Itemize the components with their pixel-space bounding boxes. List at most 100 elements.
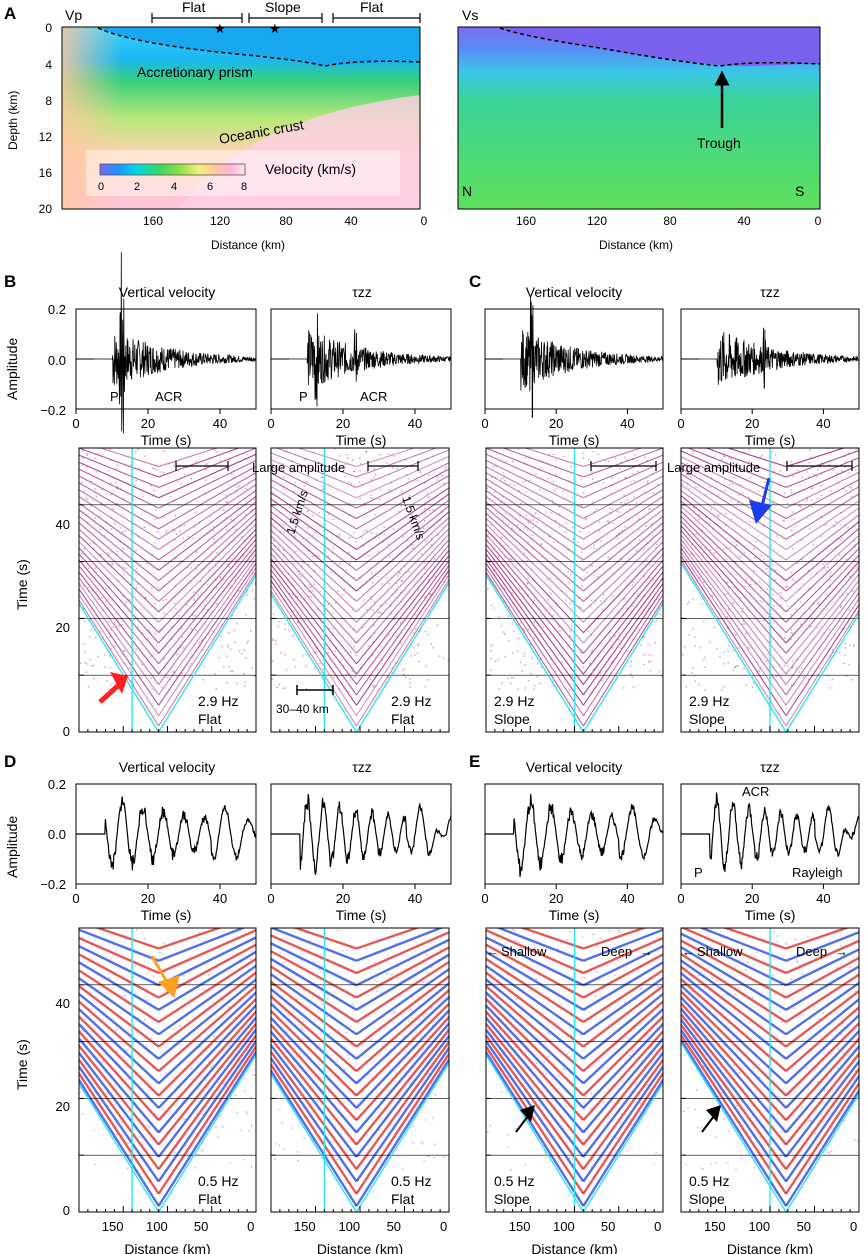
noise-dot [608,930,611,932]
noise-dot [363,599,365,601]
noise-dot [444,986,447,988]
noise-dot [377,550,380,553]
noise-dot [834,940,836,943]
section-branch [582,984,663,1048]
noise-dot [530,960,533,962]
noise-dot [512,1025,514,1028]
noise-dot [400,591,402,594]
noise-dot [836,1067,839,1069]
noise-dot [94,1163,97,1166]
noise-dot [744,969,747,971]
noise-dot [643,955,645,957]
noise-dot [245,513,247,516]
noise-dot [95,495,98,498]
noise-dot [694,680,696,682]
noise-dot [823,1088,825,1091]
noise-dot [400,568,402,571]
noise-dot [109,666,111,669]
noise-dot [569,602,571,604]
noise-dot [549,1132,551,1134]
noise-dot [839,606,842,609]
noise-dot [383,1003,385,1006]
shallow-label: Shallow [697,944,743,959]
noise-dot [692,553,694,556]
noise-dot [774,454,777,456]
scale-bar [296,685,334,695]
noise-dot [658,598,660,600]
noise-dot [564,599,567,601]
section-branch [157,1027,256,1158]
noise-dot [295,975,297,977]
noise-dot [176,1145,178,1147]
noise-dot [80,481,83,484]
noise-dot [272,532,274,534]
noise-dot [229,459,231,461]
noise-dot [650,605,652,607]
noise-dot [222,509,225,511]
noise-dot [744,528,747,530]
distance-tick-label: 50 [194,1219,208,1234]
noise-dot [225,517,228,519]
noise-dot [829,586,831,588]
noise-dot [404,676,407,678]
depth-tick: 12 [39,130,53,144]
noise-dot [637,470,639,473]
trace-title: τzz [352,759,372,775]
noise-dot [575,1137,578,1139]
noise-dot [198,522,200,524]
noise-dot [277,625,280,628]
noise-dot [190,478,193,480]
noise-dot [114,522,116,525]
noise-dot [247,640,249,642]
noise-dot [802,1031,805,1034]
noise-dot [647,643,649,645]
noise-dot [163,516,165,519]
noise-dot [514,939,517,942]
noise-dot [172,671,175,673]
noise-dot [698,514,701,516]
noise-dot [369,595,372,598]
noise-dot [424,573,426,575]
noise-dot [373,468,375,470]
section-branch [271,1023,358,1121]
noise-dot [845,675,848,677]
noise-dot [835,507,838,509]
noise-dot [236,682,238,685]
noise-dot [321,476,323,478]
noise-dot [808,476,811,478]
noise-dot [499,584,502,587]
noise-dot [85,671,88,673]
noise-dot [321,1003,324,1005]
time-axis-label: Time (s) [141,432,192,448]
section-branch [486,1027,585,1158]
noise-dot [344,1068,346,1071]
noise-dot [522,655,525,657]
noise-dot [160,471,163,473]
noise-dot [145,596,147,599]
section-branch [486,562,584,706]
noise-dot [845,647,847,649]
time-tick-label: 0 [72,416,79,431]
noise-dot [592,478,594,480]
section-branch [583,448,663,478]
noise-dot [376,980,378,982]
noise-dot [730,499,733,501]
noise-dot [293,491,295,494]
section-branch [158,495,256,571]
frequency-label: 0.5 Hz [198,1173,238,1189]
noise-dot [296,998,298,1001]
noise-dot [738,960,740,962]
large-amp-label: Large amplitude [252,460,345,475]
noise-dot [657,985,659,988]
noise-dot [839,511,842,514]
noise-dot [577,541,579,544]
noise-dot [177,615,180,617]
noise-dot [735,1168,737,1171]
noise-dot [796,562,799,564]
noise-dot [156,469,158,471]
noise-dot [606,1038,609,1041]
time-tick-label: 40 [408,891,422,906]
noise-dot [312,1062,315,1065]
noise-dot [593,511,595,513]
noise-dot [222,999,224,1001]
